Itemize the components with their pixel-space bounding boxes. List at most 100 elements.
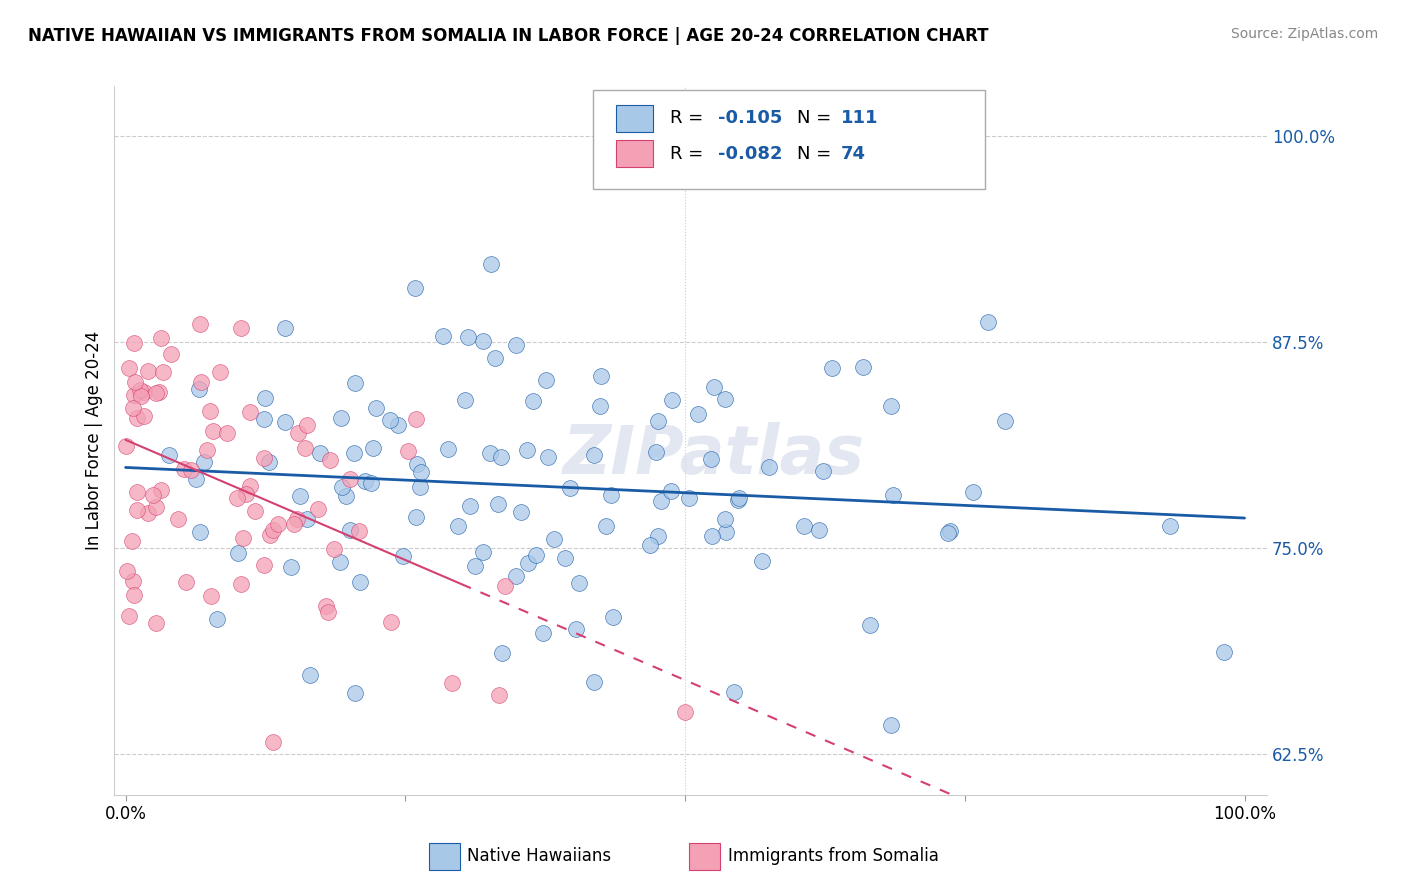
Point	[936, 526, 959, 541]
Point	[322, 542, 344, 557]
Point	[494, 579, 516, 593]
Point	[387, 417, 409, 432]
Point	[294, 441, 316, 455]
Point	[447, 519, 470, 533]
Point	[118, 608, 141, 623]
Point	[226, 491, 249, 505]
Point	[253, 411, 276, 425]
Point	[315, 599, 337, 613]
Point	[343, 445, 366, 459]
Point	[644, 445, 666, 459]
Point	[132, 409, 155, 423]
Point	[813, 464, 835, 478]
Point	[229, 576, 252, 591]
Point	[661, 483, 683, 498]
Point	[239, 405, 262, 419]
Text: N =: N =	[797, 109, 837, 128]
Point	[432, 329, 454, 343]
Point	[392, 549, 415, 563]
Point	[405, 510, 427, 524]
Point	[297, 418, 319, 433]
Text: -0.082: -0.082	[718, 145, 783, 162]
Point	[235, 487, 257, 501]
Point	[505, 569, 527, 583]
Point	[283, 516, 305, 531]
Point	[409, 479, 432, 493]
Point	[962, 485, 984, 500]
Point	[703, 380, 725, 394]
Point	[125, 502, 148, 516]
Point	[274, 416, 297, 430]
Point	[589, 399, 612, 413]
Point	[472, 334, 495, 348]
Point	[129, 383, 152, 397]
Point	[516, 442, 538, 457]
Point	[751, 554, 773, 568]
Point	[531, 625, 554, 640]
Point	[190, 376, 212, 390]
Point	[728, 491, 751, 506]
Point	[122, 588, 145, 602]
Point	[353, 474, 375, 488]
Point	[329, 411, 352, 425]
Point	[600, 488, 623, 502]
Point	[309, 446, 332, 460]
Point	[852, 359, 875, 374]
Point	[253, 450, 276, 465]
Point	[132, 384, 155, 399]
Point	[243, 504, 266, 518]
Point	[727, 492, 749, 507]
Point	[517, 556, 540, 570]
Point	[491, 646, 513, 660]
Point	[589, 369, 612, 384]
Point	[583, 448, 606, 462]
Point	[339, 523, 361, 537]
Point	[994, 414, 1017, 428]
Point	[486, 497, 509, 511]
Point	[713, 512, 735, 526]
FancyBboxPatch shape	[616, 104, 652, 132]
Point	[939, 524, 962, 539]
Point	[262, 735, 284, 749]
Point	[793, 519, 815, 533]
Point	[319, 453, 342, 467]
Point	[647, 414, 669, 428]
Point	[117, 361, 139, 376]
Point	[405, 412, 427, 426]
Point	[396, 444, 419, 458]
Point	[307, 502, 329, 516]
Point	[330, 480, 353, 494]
Point	[259, 528, 281, 542]
Point	[344, 376, 367, 390]
Point	[285, 512, 308, 526]
Text: N =: N =	[797, 145, 837, 162]
Point	[349, 575, 371, 590]
Point	[454, 392, 477, 407]
Point	[202, 424, 225, 438]
Point	[274, 321, 297, 335]
Point	[699, 451, 721, 466]
Point	[404, 281, 426, 295]
Point	[378, 413, 401, 427]
Point	[339, 472, 361, 486]
Point	[714, 524, 737, 539]
Point	[239, 479, 262, 493]
Point	[150, 330, 173, 344]
Point	[647, 529, 669, 543]
Point	[295, 511, 318, 525]
Point	[714, 392, 737, 407]
Point	[1159, 518, 1181, 533]
Point	[879, 717, 901, 731]
Y-axis label: In Labor Force | Age 20-24: In Labor Force | Age 20-24	[86, 331, 103, 550]
Point	[287, 425, 309, 440]
Point	[524, 549, 547, 563]
Point	[129, 388, 152, 402]
Point	[565, 622, 588, 636]
Point	[262, 524, 284, 538]
Point	[484, 351, 506, 365]
Point	[478, 446, 501, 460]
Point	[299, 668, 322, 682]
Point	[205, 612, 228, 626]
Point	[121, 401, 143, 415]
Point	[723, 685, 745, 699]
